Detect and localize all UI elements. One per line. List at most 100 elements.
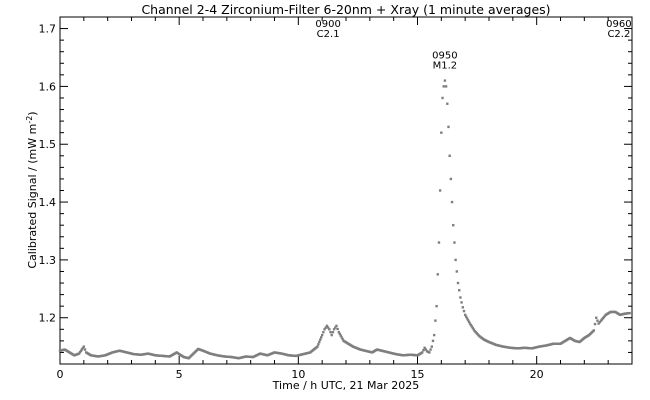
data-point xyxy=(331,330,335,334)
data-point xyxy=(598,320,602,324)
data-point xyxy=(436,273,439,276)
x-tick-label: 0 xyxy=(57,368,64,381)
data-point xyxy=(80,348,84,351)
data-point xyxy=(597,322,600,325)
x-tick-label: 20 xyxy=(530,368,544,381)
data-point xyxy=(340,336,343,339)
data-point xyxy=(332,328,336,331)
annotation-class: C2.1 xyxy=(317,29,340,40)
data-markers xyxy=(58,79,631,360)
y-axis-label-text: Calibrated Signal / (mW m xyxy=(26,124,39,269)
data-point xyxy=(325,324,329,328)
data-point xyxy=(82,345,86,348)
data-point xyxy=(320,336,323,339)
data-point xyxy=(432,333,436,337)
y-tick-label: 1.6 xyxy=(39,80,57,93)
data-point xyxy=(79,349,83,353)
data-point xyxy=(464,315,468,318)
data-point xyxy=(467,320,471,323)
data-point xyxy=(323,328,326,331)
data-point xyxy=(428,351,431,354)
data-point xyxy=(339,334,342,337)
annotation-time: 0960 xyxy=(606,19,631,30)
y-axis-label-exponent: -2 xyxy=(25,116,34,124)
data-point xyxy=(471,326,474,330)
data-point xyxy=(437,241,441,244)
data-point xyxy=(593,322,597,326)
data-point xyxy=(448,154,451,157)
data-point xyxy=(465,317,469,320)
data-point xyxy=(318,340,321,344)
data-point xyxy=(77,352,81,355)
data-point xyxy=(463,313,467,317)
annotation-time: 0950 xyxy=(432,51,457,62)
data-point xyxy=(83,348,87,351)
y-axis-label: Calibrated Signal / (mW m-2) xyxy=(25,111,39,268)
y-axis: 1.2 1.3 1.4 1.5 1.6 1.7 xyxy=(39,16,632,365)
data-point xyxy=(468,322,472,325)
data-point xyxy=(453,241,456,244)
data-point xyxy=(456,281,460,285)
data-point xyxy=(337,330,341,334)
x-axis: 0 5 10 15 20 xyxy=(57,17,633,381)
data-point xyxy=(452,224,455,227)
data-point xyxy=(338,332,342,336)
data-point xyxy=(466,318,470,322)
data-point xyxy=(434,319,437,322)
data-point xyxy=(595,316,598,319)
data-point xyxy=(462,309,466,313)
data-point xyxy=(444,85,448,88)
y-tick-label: 1.2 xyxy=(39,312,57,325)
data-point xyxy=(460,301,463,304)
data-point xyxy=(628,311,631,315)
data-point xyxy=(422,348,425,352)
data-point xyxy=(316,345,319,348)
data-point xyxy=(81,346,85,350)
data-point xyxy=(449,177,453,181)
annotation-class: M1.2 xyxy=(433,61,458,72)
data-point xyxy=(319,338,322,341)
data-point xyxy=(459,296,462,299)
data-point xyxy=(450,200,454,204)
data-point xyxy=(421,351,424,354)
data-point xyxy=(328,328,331,331)
data-point xyxy=(446,102,449,105)
y-tick-label: 1.3 xyxy=(39,254,57,267)
data-point xyxy=(438,189,442,192)
y-tick-label: 1.4 xyxy=(39,196,57,209)
data-point xyxy=(440,131,443,134)
data-point xyxy=(322,330,325,334)
x-tick-label: 10 xyxy=(291,368,305,381)
annotation-time: 0900 xyxy=(315,19,340,30)
data-point xyxy=(429,348,432,351)
data-point xyxy=(320,333,324,337)
data-point xyxy=(317,343,320,346)
data-point xyxy=(472,328,475,331)
y-axis-label-close: ) xyxy=(26,111,39,115)
annotation-class: C2.2 xyxy=(607,29,630,40)
data-point xyxy=(326,326,330,329)
data-point xyxy=(424,348,428,351)
data-point xyxy=(461,306,464,309)
y-tick-label: 1.5 xyxy=(39,138,57,151)
data-point xyxy=(458,289,461,292)
data-point xyxy=(454,258,457,262)
data-point xyxy=(336,327,339,331)
data-point xyxy=(455,270,459,273)
data-point xyxy=(469,323,473,327)
data-point xyxy=(329,330,332,334)
data-point xyxy=(324,326,327,329)
y-tick-label: 1.7 xyxy=(39,23,57,36)
data-point xyxy=(442,85,445,88)
x-tick-label: 15 xyxy=(411,368,425,381)
x-tick-label: 5 xyxy=(176,368,183,381)
data-point xyxy=(592,329,596,332)
data-point xyxy=(335,324,338,328)
data-point xyxy=(441,96,444,100)
data-point xyxy=(431,339,435,343)
data-point xyxy=(435,304,438,308)
data-point xyxy=(341,337,344,341)
